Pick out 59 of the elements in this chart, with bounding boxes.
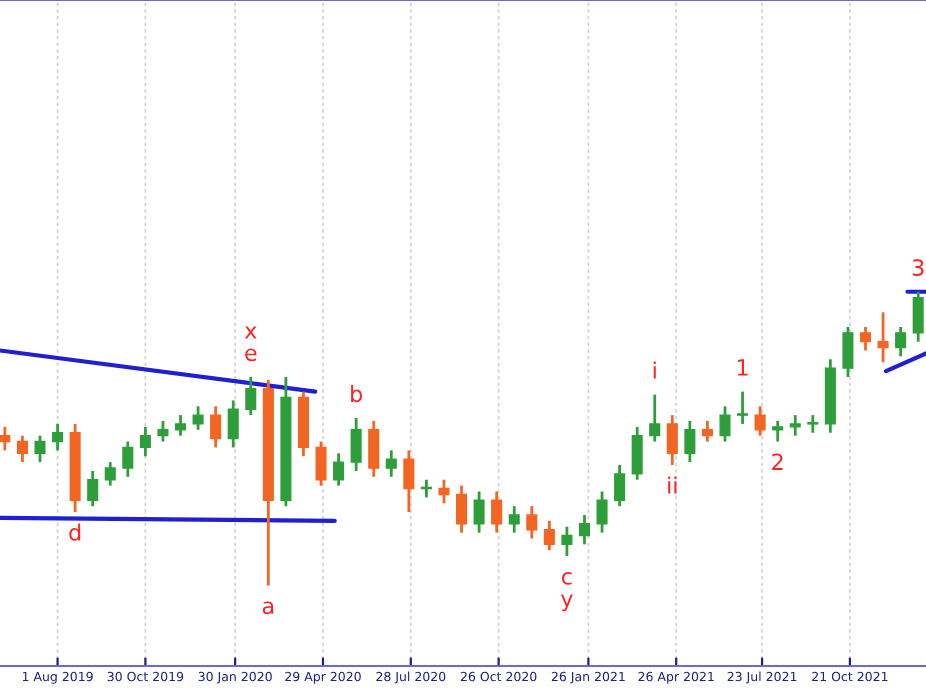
annotation: i	[653, 361, 656, 379]
candlestick	[859, 325, 872, 352]
candlestick	[315, 440, 327, 488]
annotation: 3	[912, 259, 924, 276]
candlestick	[227, 399, 239, 449]
candlestick	[578, 513, 591, 546]
candlestick	[737, 390, 749, 426]
candlestick	[684, 419, 696, 464]
candlestick	[491, 490, 503, 535]
candlestick	[122, 440, 134, 479]
candlestick	[719, 404, 731, 443]
candlestick	[139, 425, 151, 458]
candlestick	[192, 404, 204, 432]
annotation: 1	[737, 359, 748, 376]
candlestick	[157, 419, 169, 443]
candlestick	[403, 448, 415, 514]
candlestick	[104, 460, 116, 488]
candlestick	[895, 325, 907, 358]
candlestick	[438, 478, 450, 505]
annotation: b	[351, 385, 362, 403]
candlestick	[210, 404, 222, 449]
candlestick	[614, 463, 626, 508]
candlestick	[754, 404, 766, 438]
candlestick	[350, 416, 362, 473]
candlestick	[34, 434, 46, 464]
candlestick	[52, 422, 64, 452]
candlestick	[0, 425, 11, 452]
candlestick	[877, 310, 889, 364]
annotation: c	[562, 572, 572, 585]
annotation: y	[561, 594, 573, 612]
candlestick	[543, 519, 555, 552]
candlestick	[912, 290, 924, 344]
candlestick	[333, 451, 345, 488]
annotation: 2	[772, 453, 783, 470]
candlestick	[842, 325, 854, 379]
candlestick	[701, 419, 713, 443]
candlestick	[16, 434, 28, 464]
annotation: x	[244, 326, 257, 339]
annotation: a	[262, 601, 274, 615]
annotation: d	[69, 523, 81, 541]
candlestick	[789, 413, 801, 438]
candlestick	[526, 504, 538, 540]
candlestick	[87, 469, 99, 508]
candlestick	[245, 375, 257, 417]
candlestick	[666, 413, 678, 467]
candlestick	[508, 504, 520, 535]
candlestick	[368, 419, 380, 479]
candlestick	[649, 393, 661, 443]
candlestick	[174, 413, 187, 438]
annotation: e	[245, 348, 257, 362]
annotation: ii	[668, 476, 677, 494]
candlestick	[772, 419, 784, 443]
candlestick	[456, 484, 468, 535]
candlestick	[385, 448, 397, 479]
candlestick	[807, 413, 819, 435]
candlestick	[596, 490, 608, 535]
candlestick	[631, 425, 643, 482]
candlestick	[561, 525, 573, 558]
candlestick	[473, 490, 485, 535]
